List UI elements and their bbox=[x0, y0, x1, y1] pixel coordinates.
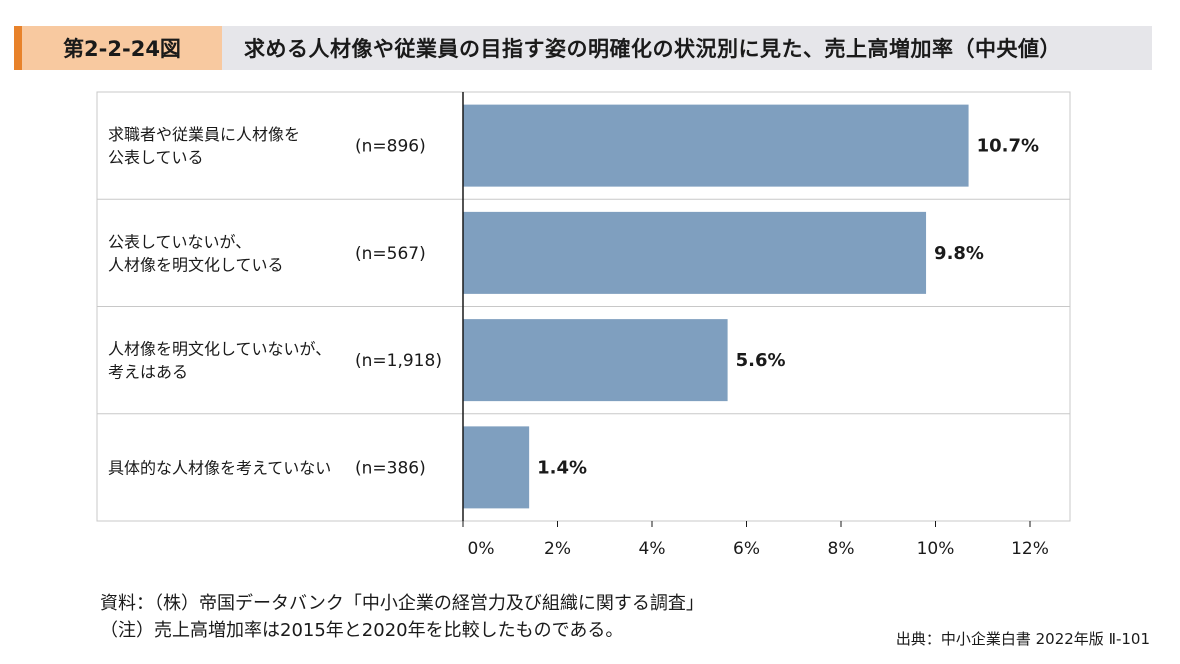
category-label: 人材像を明文化していないが、 bbox=[108, 340, 331, 359]
x-tick-label: 12% bbox=[1011, 539, 1049, 559]
data-label: 9.8% bbox=[934, 243, 984, 264]
notes: 資料：（株）帝国データバンク「中小企業の経営力及び組織に関する調査」 （注）売上… bbox=[100, 590, 704, 644]
bar bbox=[463, 104, 969, 187]
category-label: 具体的な人材像を考えていない bbox=[108, 458, 331, 477]
sample-size-label: (n=1,918) bbox=[355, 351, 442, 371]
publication-source: 出典：中小企業白書 2022年版 Ⅱ-101 bbox=[895, 630, 1150, 648]
x-tick-label: 0% bbox=[468, 539, 495, 559]
sample-size-label: (n=567) bbox=[355, 244, 426, 264]
x-tick-label: 10% bbox=[917, 539, 955, 559]
figure-number: 第2-2-24図 bbox=[14, 26, 222, 70]
category-label: 公表している bbox=[108, 148, 204, 167]
bar bbox=[463, 211, 927, 294]
x-tick-label: 8% bbox=[828, 539, 855, 559]
category-label: 人材像を明文化している bbox=[108, 255, 284, 274]
data-label: 10.7% bbox=[977, 136, 1039, 157]
category-label: 公表していないが、 bbox=[108, 232, 251, 251]
bar bbox=[463, 426, 530, 509]
category-label: 考えはある bbox=[108, 363, 188, 382]
source-note: 資料：（株）帝国データバンク「中小企業の経営力及び組織に関する調査」 bbox=[100, 593, 704, 614]
footnote: （注）売上高増加率は2015年と2020年を比較したものである。 bbox=[100, 620, 624, 641]
x-tick-label: 4% bbox=[639, 539, 666, 559]
data-label: 5.6% bbox=[736, 350, 786, 371]
bar bbox=[463, 319, 728, 402]
sample-size-label: (n=386) bbox=[355, 458, 426, 478]
data-label: 1.4% bbox=[537, 457, 587, 478]
figure-title: 求める人材像や従業員の目指す姿の明確化の状況別に見た、売上高増加率（中央値） bbox=[222, 26, 1152, 70]
x-tick-label: 2% bbox=[544, 539, 571, 559]
x-tick-label: 6% bbox=[733, 539, 760, 559]
category-label: 求職者や従業員に人材像を bbox=[108, 125, 300, 144]
figure-header: 第2-2-24図 求める人材像や従業員の目指す姿の明確化の状況別に見た、売上高増… bbox=[14, 26, 1152, 70]
sample-size-label: (n=896) bbox=[355, 137, 426, 157]
